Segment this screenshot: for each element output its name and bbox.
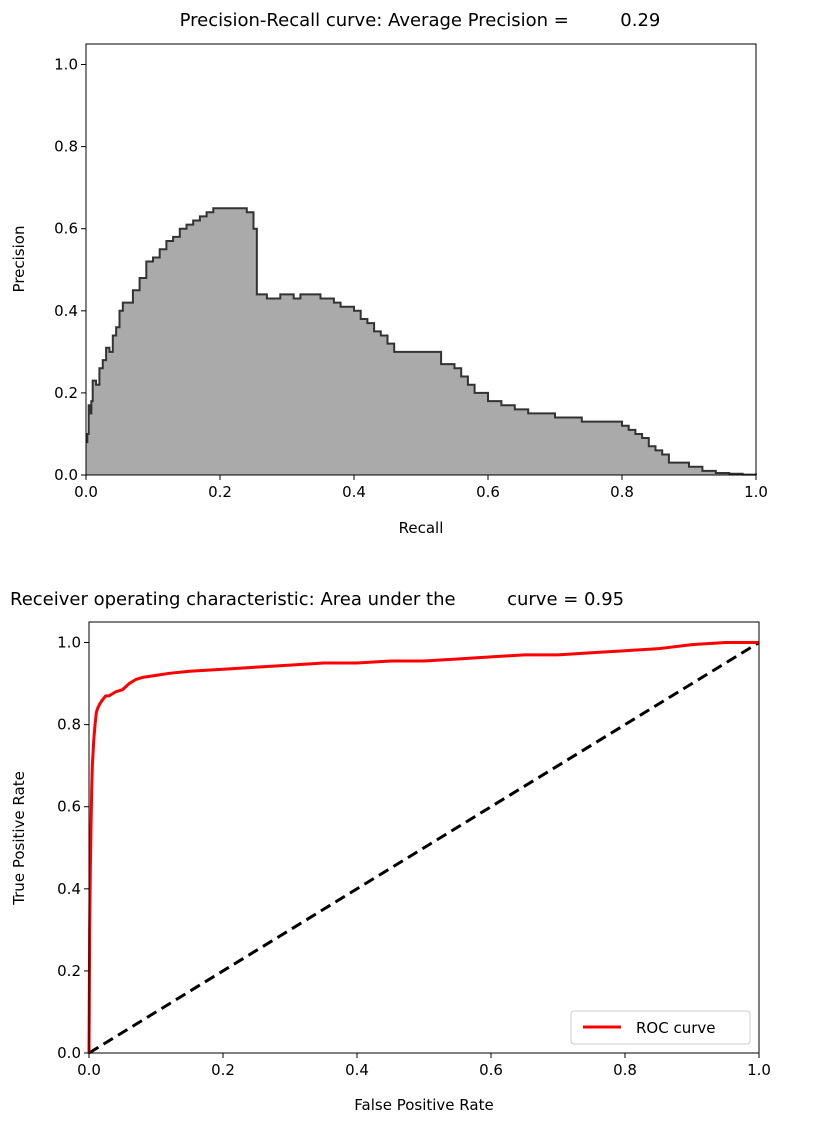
roc-curve-line: [87, 641, 759, 1054]
roc-title: Receiver operating characteristic: Area …: [10, 589, 624, 610]
roc-ytick-label: 0.0: [57, 1044, 81, 1062]
pr-area-fill: [86, 208, 756, 475]
pr-ytick-label: 0.8: [54, 138, 78, 156]
roc-xtick-label: 1.0: [747, 1061, 771, 1079]
roc-ytick-label: 0.6: [57, 798, 81, 816]
roc-legend-label: ROC curve: [636, 1019, 716, 1037]
roc-xtick-label: 0.2: [211, 1061, 235, 1079]
roc-legend-box: [570, 1010, 751, 1045]
roc-xtick-label: 0.6: [479, 1061, 503, 1079]
pr-ytick-label: 0.4: [54, 302, 78, 320]
pr-xtick-label: 0.8: [610, 483, 634, 501]
roc-ytick-label: 0.8: [57, 716, 81, 734]
roc-xtick-label: 0.8: [613, 1061, 637, 1079]
roc-xtick-label: 0.4: [345, 1061, 369, 1079]
pr-xtick-label: 0.4: [342, 483, 366, 501]
pr-xlabel: Recall: [399, 519, 444, 537]
roc-axes-frame: [88, 621, 760, 1054]
pr-xtick-label: 0.6: [476, 483, 500, 501]
roc-chart: Receiver operating characteristic: Area …: [10, 589, 771, 1114]
pr-chart: Precision-Recall curve: Average Precisio…: [10, 10, 768, 537]
pr-axes-frame: [85, 43, 757, 476]
roc-xtick-label: 0.0: [77, 1061, 101, 1079]
pr-ytick-label: 0.0: [54, 466, 78, 484]
roc-ytick-label: 0.4: [57, 880, 81, 898]
pr-ticks: 0.0 0.2 0.4 0.6 0.8 1.0 0.0 0.2 0.4 0.6 0.8 1.0: [54, 56, 768, 501]
pr-xtick-label: 0.2: [208, 483, 232, 501]
roc-ylabel: True Positive Rate: [10, 771, 28, 906]
pr-xtick-label: 1.0: [744, 483, 768, 501]
roc-ticks: 0.0 0.2 0.4 0.6 0.8 1.0 0.0 0.2 0.4 0.6 0.8 1.0: [57, 634, 771, 1079]
pr-title: Precision-Recall curve: Average Precisio…: [180, 10, 661, 31]
roc-xlabel: False Positive Rate: [354, 1096, 493, 1114]
roc-ytick-label: 0.2: [57, 962, 81, 980]
pr-step-line: [86, 207, 757, 476]
roc-plot: [87, 641, 760, 1055]
pr-ylabel: Precision: [10, 226, 28, 293]
pr-ytick-label: 0.6: [54, 220, 78, 238]
pr-plot: [86, 207, 757, 476]
pr-ytick-label: 0.2: [54, 384, 78, 402]
roc-diagonal-line: [88, 641, 760, 1055]
pr-ytick-label: 1.0: [54, 56, 78, 74]
roc-ytick-label: 1.0: [57, 634, 81, 652]
roc-legend: ROC curve: [570, 1010, 751, 1045]
pr-xtick-label: 0.0: [74, 483, 98, 501]
